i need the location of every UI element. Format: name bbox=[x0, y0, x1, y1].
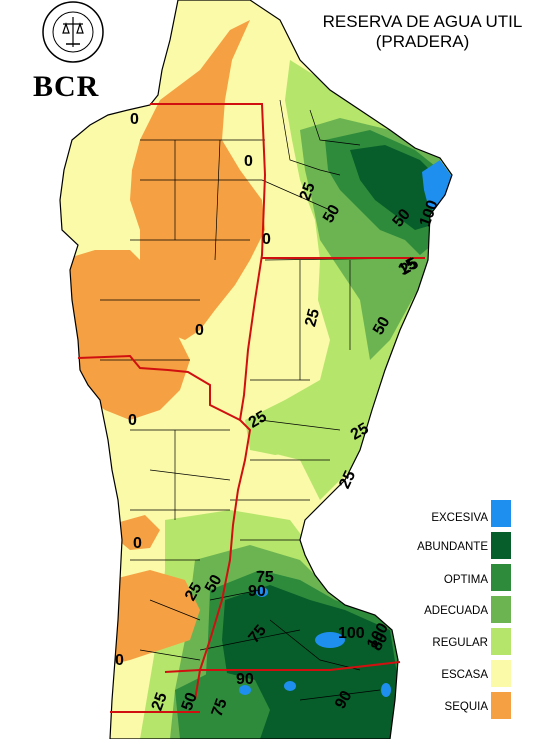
contour-label: 90 bbox=[332, 688, 356, 712]
zone-sequia-southwest-2 bbox=[118, 515, 160, 550]
legend-swatch-excesiva bbox=[491, 500, 511, 527]
contour-label: 90 bbox=[248, 583, 266, 600]
contour-label: 90 bbox=[236, 671, 254, 688]
zone-sequia-southwest bbox=[110, 570, 200, 665]
contour-label: 25 bbox=[246, 408, 270, 432]
zone-regular-mid bbox=[245, 380, 345, 455]
zone-excesiva-south-3 bbox=[239, 685, 251, 695]
contour-label: 25 bbox=[182, 580, 206, 604]
contour-label: 25 bbox=[297, 180, 319, 203]
map-title: RESERVA DE AGUA UTIL (PRADERA) bbox=[310, 12, 535, 52]
legend-swatch-regular bbox=[491, 628, 511, 655]
legend-label-sequia: SEQUIA bbox=[444, 701, 488, 713]
contour-label: 0 bbox=[244, 153, 253, 170]
contour-label: 50 bbox=[320, 202, 344, 226]
legend-label-abundante: ABUNDANTE bbox=[417, 541, 488, 553]
legend-label-regular: REGULAR bbox=[432, 637, 488, 649]
zone-abundante-south bbox=[222, 585, 398, 739]
title-line1: RESERVA DE AGUA UTIL bbox=[322, 12, 523, 31]
zone-excesiva-south-1 bbox=[315, 632, 345, 648]
contour-label: 25 bbox=[302, 307, 323, 329]
legend-swatch-sequia bbox=[491, 692, 511, 719]
legend-swatch-adecuada bbox=[491, 596, 511, 623]
legend-swatch-escasa bbox=[491, 660, 511, 687]
legend-label-optima: OPTIMA bbox=[443, 574, 488, 586]
bcr-logo-text: BCR bbox=[33, 70, 100, 103]
contour-label: 80 bbox=[368, 630, 392, 654]
contour-label: 75 bbox=[209, 696, 231, 719]
contour-label: 50 bbox=[202, 572, 226, 596]
legend-label-adecuada: ADECUADA bbox=[424, 605, 488, 617]
contour-label: 25 bbox=[398, 255, 422, 279]
contour-label: 0 bbox=[115, 652, 124, 669]
contour-label: 25 bbox=[336, 468, 359, 491]
province-boundaries bbox=[77, 103, 425, 713]
legend-label-escasa: ESCASA bbox=[441, 669, 488, 681]
contour-label: 0 bbox=[262, 231, 271, 248]
legend-label-excesiva: EXCESIVA bbox=[431, 512, 488, 524]
zone-excesiva-south-4 bbox=[381, 683, 391, 697]
contour-label: 50 bbox=[370, 314, 394, 338]
contour-label: 0 bbox=[195, 322, 204, 339]
zone-sequia-west bbox=[62, 250, 190, 420]
zone-excesiva-south-5 bbox=[256, 587, 268, 597]
contour-label: 0 bbox=[128, 412, 137, 429]
contour-label: 75 bbox=[256, 569, 274, 586]
contour-labels: 0 0 0 0 0 0 0 25 25 25 25 25 25 25 25 50… bbox=[115, 111, 442, 719]
contour-label: 100 bbox=[338, 625, 365, 642]
legend-swatch-optima bbox=[491, 564, 511, 591]
zone-abundante-east bbox=[350, 145, 440, 230]
zone-excesiva-south-2 bbox=[284, 681, 296, 691]
bcr-seal bbox=[42, 1, 104, 63]
contour-label: 25 bbox=[348, 420, 372, 444]
title-line2: (PRADERA) bbox=[375, 32, 470, 51]
legend-swatch-abundante bbox=[491, 532, 511, 559]
contour-label: 15 bbox=[396, 255, 420, 279]
contour-label: 25 bbox=[149, 690, 171, 713]
contour-label: 50 bbox=[179, 690, 201, 713]
contour-label: 0 bbox=[133, 535, 142, 552]
contour-label: 0 bbox=[130, 111, 139, 128]
